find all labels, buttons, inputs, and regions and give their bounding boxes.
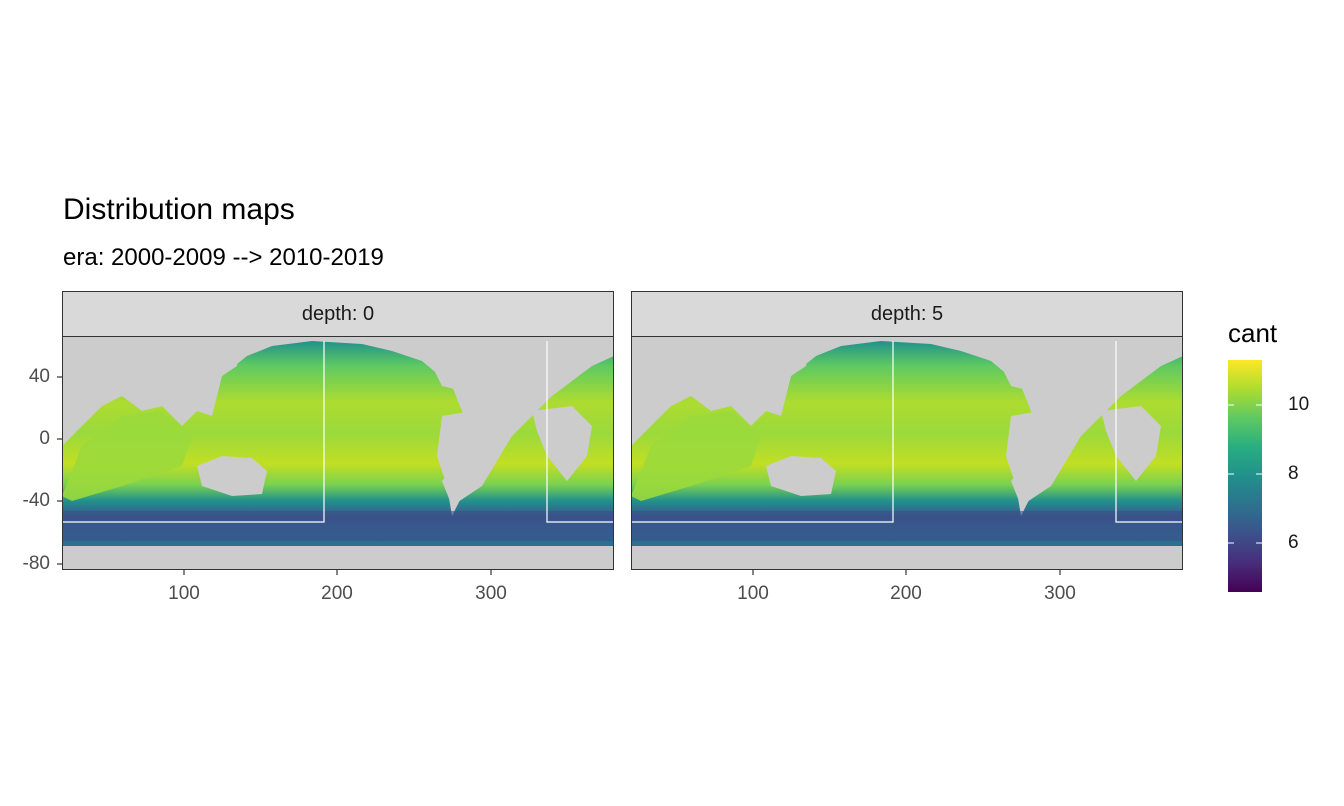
y-tick-label: 40 [28,366,50,387]
landmass [62,546,614,570]
x-tick-label: 300 [475,583,507,604]
region-box [631,341,894,523]
ocean-field [62,341,614,546]
chart-title: Distribution maps [63,193,295,226]
y-tick-marks [57,376,62,565]
legend-title: cant [1228,318,1278,348]
landmass [1006,411,1051,516]
chart-subtitle: era: 2000-2009 --> 2010-2019 [63,244,384,271]
x-tick-label: 200 [321,583,353,604]
distribution-map [62,336,614,570]
x-tick-label: 100 [168,583,200,604]
landmass [62,336,242,446]
legend-colorbar [1228,360,1262,592]
y-tick-label: -80 [22,553,50,574]
y-tick-label: 0 [39,428,50,449]
southern-ocean [631,511,1183,541]
facet-panel-depth-5: depth: 5 [631,291,1183,570]
x-tick-label: 300 [1044,583,1076,604]
ocean-field [631,411,761,501]
landmass [437,411,482,516]
legend-label: 10 [1288,394,1310,415]
landmass [766,456,836,496]
ocean-field [62,411,192,501]
facet-panel-depth-0: depth: 0 [62,291,614,570]
landmass [422,336,502,391]
southern-ocean [62,511,614,541]
landmass [631,546,1183,570]
facet-strip: depth: 5 [631,291,1183,337]
y-tick-label: -40 [22,490,50,511]
legend-label: 8 [1288,463,1299,484]
panel-border [631,336,1183,570]
x-tick-label: 200 [890,583,922,604]
distribution-map [631,336,1183,570]
region-box [1115,341,1183,523]
region-box [62,341,325,523]
landmass [991,336,1071,391]
panel-border [62,336,614,570]
x-tick-label: 100 [737,583,769,604]
landmass [197,456,267,496]
legend-label: 6 [1288,532,1299,553]
region-box [546,341,614,523]
ocean-field [631,341,1183,546]
landmass [631,336,811,446]
facet-strip: depth: 0 [62,291,614,337]
